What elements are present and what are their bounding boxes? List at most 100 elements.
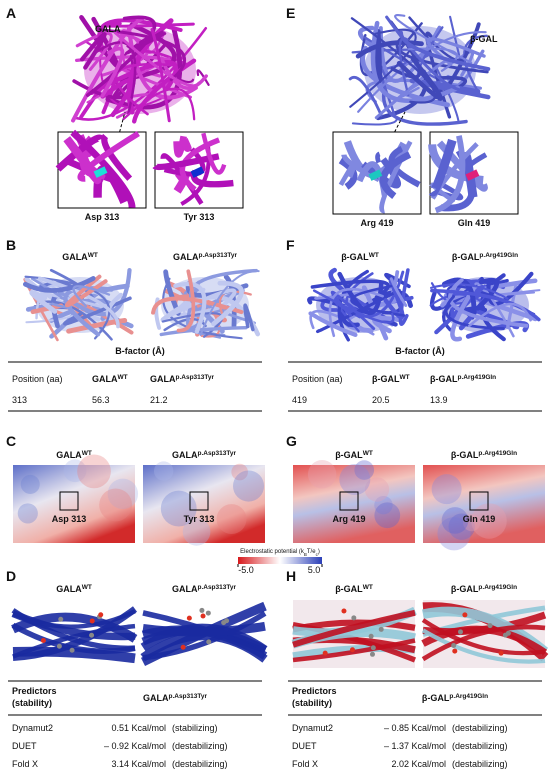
table-cell: DUET	[292, 741, 317, 751]
surface-bump	[441, 507, 469, 534]
ribbon	[211, 280, 244, 327]
protein-structure	[22, 267, 134, 342]
table-header: Position (aa)	[12, 374, 63, 384]
variant-label: β-GALp.Arg419Gln	[451, 450, 517, 461]
table-cell: Fold X	[292, 759, 318, 769]
ribbon	[389, 277, 408, 307]
ribbon	[173, 281, 207, 334]
table-cell: – 0.85 Kcal/mol	[384, 723, 446, 733]
atom	[462, 612, 468, 618]
label-base: GALA	[173, 252, 199, 262]
ribbon	[355, 40, 424, 59]
label-base: β-GAL	[452, 252, 480, 262]
colorbar-tick-label: 5.0	[308, 565, 321, 575]
atom	[341, 608, 347, 614]
table-cell: Dynamut2	[12, 723, 53, 733]
protein-structure	[429, 271, 541, 342]
variant-label: β-GALWT	[335, 450, 373, 461]
atom	[368, 633, 374, 639]
atom	[221, 620, 227, 626]
ribbon	[151, 296, 244, 315]
surface-bump	[160, 490, 197, 527]
variant-label: GALAp.Asp313Tyr	[172, 450, 237, 461]
atom	[98, 612, 104, 618]
variant-label: GALAp.Asp313Tyr	[173, 252, 238, 263]
ribbon	[30, 303, 64, 315]
residue	[465, 169, 480, 181]
label-base: β-GAL	[335, 584, 363, 594]
ribbon	[434, 135, 466, 214]
atom	[498, 650, 504, 656]
colorbar-tick-label: -5.0	[238, 565, 254, 575]
ribbon	[495, 289, 541, 297]
atom	[206, 639, 212, 645]
ribbon	[70, 129, 136, 208]
table-cell: (stabilizing)	[172, 723, 218, 733]
inset-label: Gln 419	[458, 218, 491, 228]
colorbar-title: Electrostatic potential (kBT/ec)	[240, 549, 320, 557]
zoom-line	[394, 111, 406, 133]
ribbon	[375, 151, 382, 164]
variant-label: β-GALp.Arg419Gln	[452, 252, 518, 263]
surface-bump	[437, 517, 471, 551]
ribbon	[381, 84, 468, 126]
ribbon	[176, 269, 196, 333]
atom	[369, 651, 375, 657]
surface-bump	[17, 503, 38, 524]
label-base: β-GAL	[451, 584, 479, 594]
ribbon	[408, 16, 468, 62]
ribbon	[461, 151, 478, 198]
colorbar-title-part: )	[318, 549, 320, 555]
inset-label: Arg 419	[360, 218, 393, 228]
table-cell: 2.02 Kcal/mol	[391, 759, 446, 769]
ribbon	[100, 46, 125, 98]
ribbon	[357, 31, 487, 113]
colorbar-title-part: B	[304, 552, 307, 557]
ribbon	[113, 31, 201, 88]
table-header: (stability)	[12, 698, 52, 708]
ribbon	[385, 15, 469, 93]
label-sup: WT	[118, 374, 128, 381]
table-cell: 13.9	[430, 395, 448, 405]
ribbon	[396, 56, 443, 100]
label-base: β-GAL	[430, 374, 458, 384]
table-cell: (destabilizing)	[452, 723, 508, 733]
site-box	[59, 491, 79, 511]
ribbon	[63, 136, 102, 185]
atom	[40, 638, 46, 644]
colorbar-title-part: T/e	[307, 549, 316, 555]
label-base: GALA	[56, 450, 82, 460]
ribbon	[421, 624, 546, 662]
ribbon	[122, 87, 196, 121]
ribbon	[397, 81, 422, 100]
ribbon	[292, 609, 416, 648]
table-cell: (destabilizing)	[452, 741, 508, 751]
protein-label: GALA	[95, 24, 121, 34]
ribbon	[154, 297, 162, 330]
table-cell: DUET	[12, 741, 37, 751]
variant-label: β-GALWT	[341, 252, 379, 263]
ribbon	[441, 277, 477, 315]
table-header: GALAp.Asp313Tyr	[143, 693, 208, 704]
site-label: Gln 419	[463, 514, 496, 524]
surface-bump	[20, 474, 40, 494]
atom	[457, 629, 463, 635]
variant-label: GALAWT	[56, 450, 92, 461]
protein-structure	[307, 267, 414, 342]
ribbon	[340, 309, 360, 328]
ribbon	[429, 283, 509, 300]
ribbon	[163, 317, 207, 332]
surface-bump	[339, 464, 371, 496]
site-label: Arg 419	[332, 514, 365, 524]
atom	[351, 615, 357, 621]
ribbon	[384, 272, 411, 289]
ribbon	[37, 276, 120, 329]
ribbon	[199, 270, 260, 336]
table-cell: (destabilizing)	[172, 759, 228, 769]
colorbar-title-part: c	[316, 552, 319, 557]
label-sup: p.Arg419Gln	[458, 374, 497, 381]
ribbon	[435, 66, 460, 123]
table-title: B-factor (Å)	[395, 346, 445, 356]
